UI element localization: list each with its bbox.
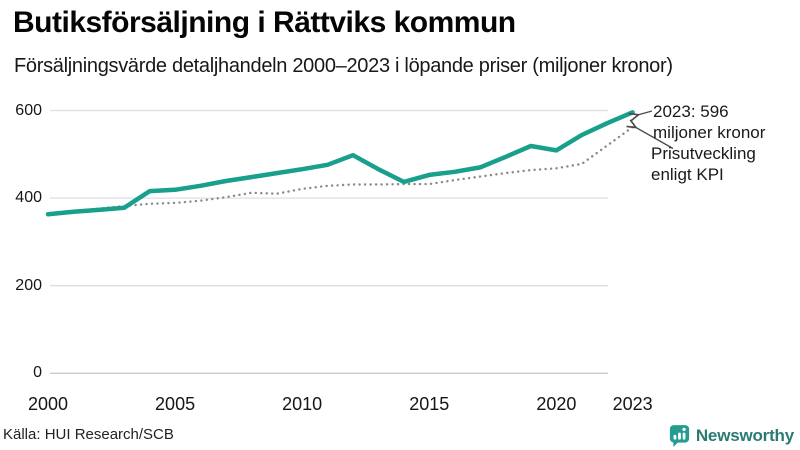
x-tick-2020: 2020: [536, 394, 577, 414]
newsworthy-logo: Newsworthy: [669, 424, 794, 448]
annotation-kpi-line1: Prisutveckling: [651, 144, 756, 163]
newsworthy-wordmark: Newsworthy: [695, 426, 794, 445]
series-kpi: [46, 125, 634, 216]
x-tick-2010: 2010: [282, 394, 323, 414]
annotation-2023-line2: miljoner kronor: [653, 123, 766, 142]
data-series: [45, 110, 635, 217]
annotation-2023-line1: 2023: 596: [653, 102, 729, 121]
annotation-arrows: [636, 110, 674, 150]
annotation-2023-value: 2023: 596 miljoner kronor: [653, 101, 765, 143]
y-tick-400: 400: [15, 189, 42, 207]
y-tick-200: 200: [15, 276, 42, 294]
series-sales: [45, 110, 635, 217]
annotation-kpi: Prisutveckling enligt KPI: [651, 143, 756, 185]
source-note: Källa: HUI Research/SCB: [3, 426, 174, 443]
x-tick-2023: 2023: [612, 394, 653, 414]
x-tick-2005: 2005: [155, 394, 196, 414]
annotation-kpi-line2: enligt KPI: [651, 165, 724, 184]
arrow-to-sales-end: [639, 110, 653, 115]
chart-subtitle: Försäljningsvärde detaljhandeln 2000–202…: [14, 55, 673, 77]
y-tick-600: 600: [15, 101, 42, 119]
newsworthy-icon: [669, 425, 689, 447]
y-tick-0: 0: [33, 364, 42, 382]
arrow-to-kpi-end: [636, 128, 674, 150]
x-tick-2015: 2015: [409, 394, 450, 414]
x-tick-2000: 2000: [27, 394, 69, 414]
chart-title: Butiksförsäljning i Rättviks kommun: [13, 6, 516, 39]
